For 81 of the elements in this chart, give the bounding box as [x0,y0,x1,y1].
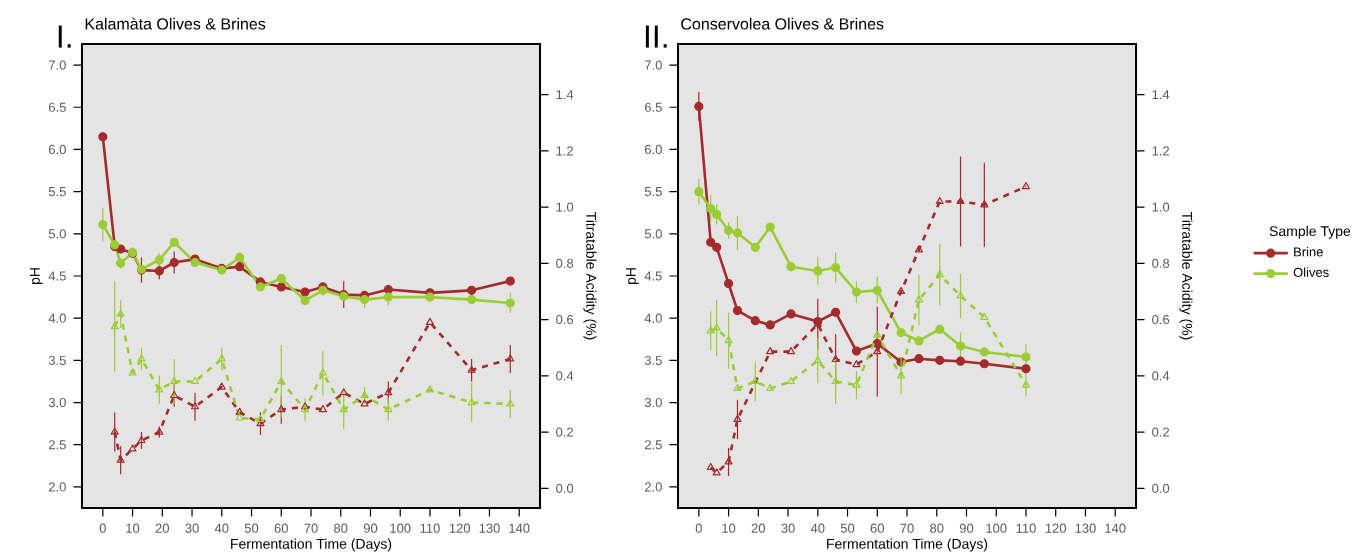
y2-tick-label: 1.4 [1152,90,1170,100]
y-tick-label: 5.0 [644,229,662,239]
x-tick-label: 100 [986,523,1007,533]
y2-tick-label: 1.0 [556,202,574,212]
y-tick-label: 4.5 [48,271,66,281]
text: II. [645,25,667,48]
y-tick-label: 2.0 [644,482,662,492]
chart-title: Kalamàta Olives & Brines [85,17,266,30]
y-axis-title: pH [626,268,639,285]
y2-tick-label: 0.8 [1152,258,1170,268]
x-tick-label: 40 [810,523,825,533]
x-axis-title: Fermentation Time (Days) [231,538,392,552]
y2-tick-label: 0.8 [556,258,574,268]
x-tick-label: 110 [420,523,440,533]
y-tick-label: 2.0 [48,482,66,492]
legend-label: Brine [1294,246,1323,257]
x-tick-label: 100 [390,523,411,533]
legend-title: Sample Type [1269,225,1351,239]
y-tick-label: 3.5 [644,355,662,365]
y-tick-label: 6.0 [644,144,662,155]
text: I. [58,25,71,48]
x-tick-label: 120 [1045,523,1067,533]
x-axis-title: Fermentation Time (Days) [827,538,988,552]
y-tick-label: 4.0 [48,313,66,323]
x-tick-label: 80 [334,523,348,533]
y2-tick-label: 0.0 [1152,483,1170,493]
y2-tick-label: 1.0 [1152,202,1170,212]
x-tick-label: 90 [363,523,378,533]
x-tick-label: 10 [722,523,736,533]
y-tick-label: 2.5 [644,440,662,450]
y-tick-label: 7.0 [48,60,66,70]
y2-tick-label: 0.4 [556,371,574,381]
x-tick-label: 40 [214,523,229,533]
x-tick-label: 130 [479,523,500,533]
y-tick-label: 4.5 [644,271,662,281]
x-tick-label: 140 [509,523,530,533]
y2-tick-label: 0.0 [556,483,574,493]
x-tick-label: 120 [449,523,471,533]
x-tick-label: 30 [185,523,199,533]
x-tick-label: 0 [99,523,106,533]
x-tick-label: 140 [1105,523,1126,533]
x-tick-label: 80 [930,523,944,533]
x-tick-label: 10 [126,523,140,533]
legend-label: Olives [1293,267,1329,277]
y2-tick-label: 0.4 [1152,371,1170,381]
x-tick-label: 50 [244,523,259,533]
y2-tick-label: 1.4 [556,90,574,100]
x-tick-label: 50 [840,523,855,533]
y-tick-label: 3.0 [48,397,66,408]
y-tick-label: 3.0 [644,397,662,408]
y2-tick-label: 0.6 [556,314,574,325]
y-tick-label: 5.5 [644,187,662,197]
x-tick-label: 90 [959,523,974,533]
x-tick-label: 130 [1075,523,1096,533]
x-tick-label: 60 [870,523,884,533]
y2-tick-label: 0.2 [556,427,574,437]
y-tick-label: 6.5 [48,102,66,112]
y-tick-label: 7.0 [644,60,662,70]
y2-axis-title: Titratable Acidity (%) [1179,211,1193,340]
x-tick-label: 20 [155,523,170,533]
y-tick-label: 4.0 [644,313,662,323]
y-tick-label: 5.5 [48,187,66,197]
y-axis-title: pH [30,268,43,285]
x-tick-label: 0 [695,523,702,533]
x-tick-label: 20 [751,523,766,533]
y-tick-label: 6.0 [48,144,66,155]
x-tick-label: 70 [304,523,318,533]
y-tick-label: 5.0 [48,229,66,239]
x-tick-label: 60 [274,523,288,533]
y-tick-label: 2.5 [48,440,66,450]
y2-tick-label: 1.2 [556,146,574,156]
y2-axis-title: Titratable Acidity (%) [583,211,597,340]
y2-tick-label: 0.2 [1152,427,1170,437]
x-tick-label: 110 [1016,523,1036,533]
y-tick-label: 6.5 [644,102,662,112]
chart-title: Conservolea Olives & Brines [681,17,884,30]
x-tick-label: 30 [781,523,795,533]
y-tick-label: 3.5 [48,355,66,365]
y2-tick-label: 0.6 [1152,314,1170,325]
y2-tick-label: 1.2 [1152,146,1170,156]
x-tick-label: 70 [900,523,914,533]
